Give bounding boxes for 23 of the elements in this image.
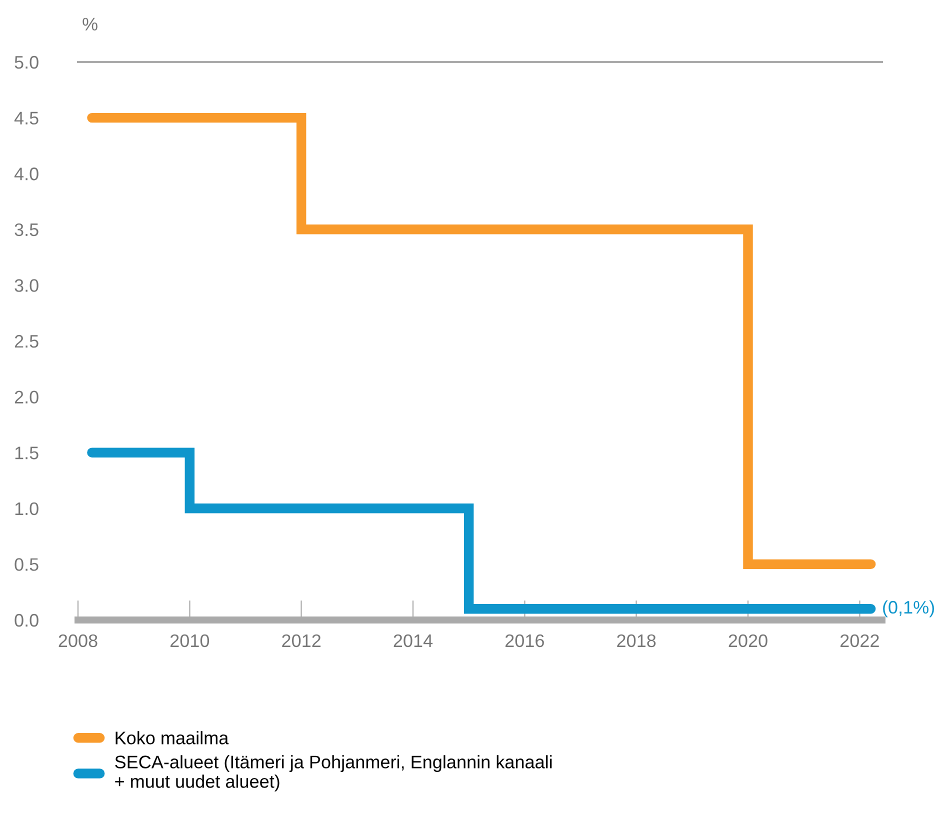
y-axis-title: % [82,18,98,30]
y-tick-label: 0.5 [14,558,38,571]
x-tick-label: 2018 [617,634,656,648]
x-tick-label: 2010 [170,634,210,648]
y-tick-label: 5.0 [14,56,38,69]
y-tick-label: 2.5 [14,334,38,348]
x-tick-label: 2012 [282,634,321,648]
legend-label: Koko maailma [116,731,229,744]
y-tick-label: 1.5 [15,446,38,460]
y-tick-label: 2.0 [14,390,38,404]
x-tick-label: 2016 [505,634,544,648]
x-tick-label: 2022 [840,634,879,648]
x-tick-label: 2020 [728,634,768,648]
y-tick-label: 4.5 [14,112,38,125]
x-tick-label: 2008 [58,634,98,648]
legend-label: SECA-alueet (Itämeri ja Pohjanmeri, Englannin kanaali + muut uudet alueet) [115,755,552,792]
x-tick-label: 2014 [394,634,433,648]
y-tick-label: 4.0 [14,168,38,180]
y-tick-label: 0.0 [14,614,38,627]
y-tick-label: 1.0 [15,502,38,516]
y-tick-label: 3.0 [14,279,38,292]
annotation: (0,1%) [883,600,934,618]
y-tick-label: 3.5 [14,223,38,236]
